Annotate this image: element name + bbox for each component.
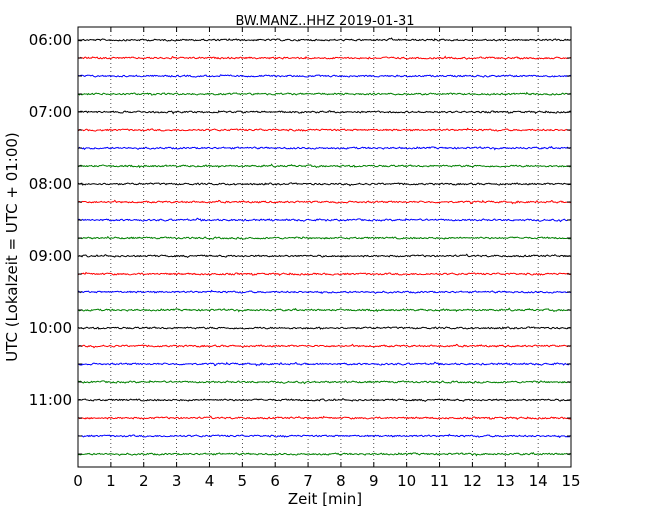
trace-line — [77, 199, 572, 205]
plot-area — [78, 27, 571, 467]
y-tick-label: 07:00 — [29, 103, 72, 121]
x-tick-label: 8 — [336, 472, 346, 490]
x-tick-label: 9 — [369, 472, 379, 490]
trace-line — [77, 271, 572, 277]
trace-line — [77, 415, 571, 421]
x-tick-label: 3 — [172, 472, 182, 490]
x-tick-label: 12 — [463, 472, 482, 490]
y-tick-label: 09:00 — [29, 247, 72, 265]
trace-line — [77, 110, 572, 115]
y-tick-label: 08:00 — [29, 175, 72, 193]
trace-line — [77, 433, 571, 439]
x-tick-label: 5 — [238, 472, 248, 490]
trace-line — [77, 163, 571, 169]
x-tick-label: 4 — [205, 472, 215, 490]
x-axis-label: Zeit [min] — [288, 490, 362, 508]
trace-line — [77, 379, 571, 385]
y-axis: 06:00 07:00 08:00 09:00 10:00 11:00 — [29, 31, 571, 455]
y-axis-label: UTC (Lokalzeit = UTC + 01:00) — [3, 132, 21, 362]
plot-frame — [77, 26, 572, 468]
x-tick-label: 0 — [73, 472, 83, 490]
trace-line — [77, 55, 572, 60]
trace-line — [77, 145, 571, 151]
x-tick-label: 7 — [303, 472, 313, 490]
chart-title: BW.MANZ..HHZ 2019-01-31 — [235, 14, 414, 29]
x-tick-label: 2 — [139, 472, 149, 490]
trace-line — [77, 398, 572, 402]
seismic-traces — [77, 37, 572, 457]
x-tick-label: 11 — [430, 472, 449, 490]
y-tick-label: 11:00 — [29, 391, 72, 409]
grid-lines — [110, 27, 539, 467]
trace-line — [77, 289, 572, 295]
trace-line — [77, 343, 571, 349]
trace-line — [77, 91, 572, 96]
x-tick-label: 1 — [106, 472, 116, 490]
trace-line — [77, 127, 572, 132]
x-axis: 0 1 2 3 4 5 6 7 8 9 10 11 12 13 14 15 — [73, 27, 581, 490]
trace-line — [77, 361, 571, 367]
trace-line — [77, 37, 572, 42]
trace-line — [77, 217, 572, 223]
x-tick-label: 6 — [270, 472, 280, 490]
y-tick-label: 06:00 — [29, 31, 72, 49]
x-tick-label: 10 — [397, 472, 416, 490]
trace-line — [77, 307, 572, 313]
trace-line — [77, 74, 572, 78]
trace-line — [77, 451, 572, 457]
trace-line — [77, 236, 571, 240]
x-tick-label: 14 — [529, 472, 548, 490]
x-tick-label: 15 — [561, 472, 580, 490]
trace-line — [77, 326, 571, 330]
y-tick-label: 10:00 — [29, 319, 72, 337]
x-tick-label: 13 — [496, 472, 515, 490]
trace-line — [77, 182, 572, 187]
trace-line — [77, 253, 571, 258]
